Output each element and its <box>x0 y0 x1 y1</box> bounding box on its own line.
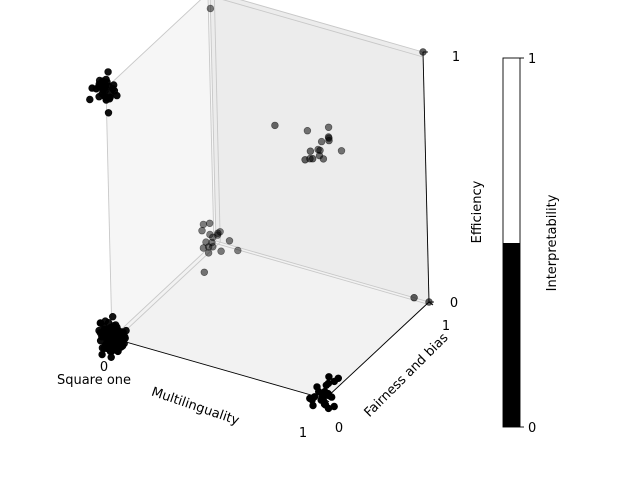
data-point <box>206 219 214 228</box>
data-point <box>96 319 105 327</box>
chart-panes <box>106 0 429 399</box>
data-point <box>216 228 224 236</box>
data-point <box>324 390 333 398</box>
y-tick-label: 0 <box>335 421 343 436</box>
colorbar-white-segment <box>503 58 520 243</box>
data-point <box>109 84 117 93</box>
y-axis-line <box>324 301 430 400</box>
chart-points <box>86 4 433 413</box>
grid-line <box>115 241 221 340</box>
data-point <box>86 95 94 104</box>
data-point <box>199 244 208 252</box>
data-point <box>425 298 433 306</box>
grid-line <box>222 0 424 58</box>
data-point <box>104 109 113 117</box>
data-point <box>111 341 120 349</box>
data-point <box>306 147 315 155</box>
floor-pane <box>112 241 429 399</box>
data-point <box>271 121 279 130</box>
data-point <box>114 328 123 336</box>
x-tick-label: 0 <box>100 360 108 375</box>
data-point <box>410 294 418 302</box>
data-point <box>113 91 121 100</box>
data-point <box>95 92 103 101</box>
data-point <box>309 401 317 410</box>
data-point <box>106 347 115 356</box>
data-point <box>320 398 328 406</box>
data-point <box>88 84 96 92</box>
data-point <box>324 404 333 413</box>
data-point <box>306 394 314 403</box>
grid-line <box>111 240 217 339</box>
grid-line <box>213 242 428 305</box>
colorbar-tick-label: 1 <box>528 52 536 67</box>
data-point <box>217 247 225 255</box>
data-point <box>419 48 427 56</box>
y-tick-label: 1 <box>442 319 450 334</box>
left-pane <box>106 0 216 338</box>
data-point <box>108 313 117 321</box>
data-point <box>301 156 309 164</box>
colorbar-black-segment <box>503 243 520 427</box>
data-point <box>324 123 333 132</box>
data-point <box>98 350 106 359</box>
x-tick-label: 1 <box>299 426 307 441</box>
data-point <box>206 230 214 239</box>
data-point <box>209 233 217 242</box>
colorbar: 1 0 Interpretability <box>502 52 560 436</box>
data-point <box>319 155 328 163</box>
data-point <box>309 155 317 163</box>
grid-line <box>239 0 424 53</box>
data-point <box>102 333 110 341</box>
data-point <box>303 126 312 135</box>
data-point <box>234 246 242 255</box>
data-point <box>200 268 209 276</box>
data-point <box>101 86 109 95</box>
data-point <box>214 229 222 237</box>
grid-line <box>215 240 430 303</box>
colorbar-tick-label: 0 <box>528 421 536 436</box>
annotation-square-one: Square one <box>57 373 131 388</box>
data-point <box>225 237 234 245</box>
z-axis-line <box>422 51 430 303</box>
data-point <box>325 373 333 381</box>
z-tick-label: 0 <box>450 296 458 311</box>
data-point <box>325 136 333 145</box>
data-point <box>206 4 215 13</box>
data-point <box>318 392 326 400</box>
data-point <box>118 342 127 350</box>
colorbar-label: Interpretability <box>545 194 560 291</box>
grid-line <box>105 0 202 89</box>
grid-line <box>207 0 215 243</box>
data-point <box>213 231 222 239</box>
x-axis-label: Multilinguality <box>149 385 241 429</box>
data-point <box>102 96 110 104</box>
x-axis-line <box>111 337 326 400</box>
data-point <box>324 379 333 388</box>
data-point <box>104 68 112 76</box>
data-point <box>316 146 324 155</box>
grid-line <box>209 0 217 242</box>
grid-line <box>213 0 221 243</box>
data-point <box>98 80 106 89</box>
data-point <box>121 334 129 342</box>
data-point <box>337 147 346 155</box>
data-point <box>317 137 326 146</box>
z-axis-label: Efficiency <box>470 180 485 243</box>
data-point <box>198 227 206 235</box>
data-point <box>199 220 208 229</box>
data-point <box>114 347 122 356</box>
grid-line <box>105 87 113 339</box>
colorbar-frame <box>502 57 521 428</box>
z-tick-label: 1 <box>452 50 460 65</box>
